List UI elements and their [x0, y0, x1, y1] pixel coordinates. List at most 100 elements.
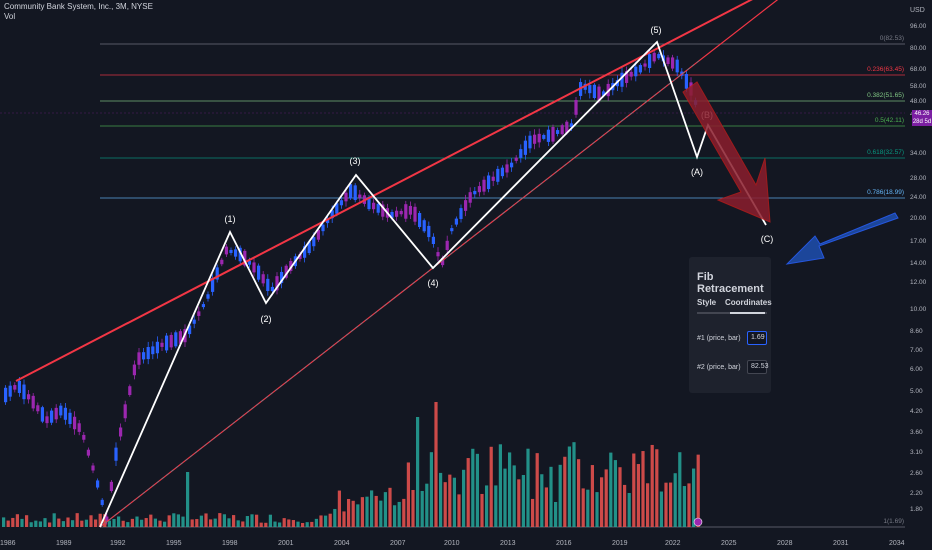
volume-bar — [549, 466, 553, 527]
candle-body — [307, 241, 311, 254]
candle-body — [63, 407, 67, 420]
volume-bar — [43, 518, 47, 527]
price-scale-label: 12.00 — [910, 279, 927, 286]
candle-body — [252, 262, 256, 273]
volume-bar — [15, 514, 19, 527]
candle-body — [59, 405, 63, 416]
volume-bar — [342, 511, 346, 527]
volume-bar — [636, 464, 640, 527]
point1-label: #1 (price, bar) — [697, 335, 741, 342]
volume-bar — [535, 453, 539, 527]
volume-bar — [291, 520, 295, 527]
candle-body — [620, 72, 624, 87]
symbol-title[interactable]: Community Bank System, Inc., 3M, NYSE — [4, 2, 153, 11]
volume-bar — [25, 515, 29, 527]
time-axis-label: 1992 — [110, 540, 126, 547]
last-price-countdown: 28d 5d — [912, 119, 932, 125]
candle-body — [496, 168, 500, 182]
volume-bar — [61, 521, 65, 527]
candle-body — [243, 250, 247, 266]
candle-body — [224, 246, 228, 255]
volume-bar — [75, 513, 79, 527]
blue-left-arrow — [785, 212, 899, 265]
candle-body — [151, 346, 155, 355]
volume-bar — [370, 490, 374, 527]
wave-label: (4) — [428, 278, 439, 288]
volume-bar — [94, 519, 98, 527]
candle-body — [155, 341, 159, 354]
volume-bar — [20, 518, 24, 527]
volume-bar — [641, 451, 645, 527]
candle-body — [100, 499, 104, 505]
price-scale-label: 34.00 — [910, 150, 927, 157]
volume-bar — [328, 513, 332, 527]
tab-active-indicator — [730, 312, 765, 314]
candle-body — [289, 261, 293, 271]
candle-body — [303, 246, 307, 258]
volume-bar — [172, 513, 176, 527]
fib-level-label: 0.618(32.57) — [867, 149, 904, 156]
candle-body — [77, 423, 81, 432]
candle-body — [22, 384, 26, 400]
volume-bar — [572, 442, 576, 527]
point2-price-input[interactable]: 82.53 — [747, 360, 769, 374]
candle-body — [82, 434, 86, 440]
point1-price-input[interactable]: 1.69 — [747, 331, 767, 345]
volume-bar — [374, 495, 378, 527]
volume-bar — [383, 492, 387, 527]
volume-bar — [494, 485, 498, 527]
candle-body — [565, 121, 569, 134]
tab-coordinates[interactable]: Coordinates — [725, 298, 772, 307]
volume-bar — [38, 521, 42, 527]
price-scale-label: 6.00 — [910, 366, 923, 373]
volume-label: Vol — [4, 12, 16, 21]
candle-body — [109, 481, 113, 491]
candle-body — [257, 265, 261, 280]
volume-bar — [531, 498, 535, 527]
volume-bar — [296, 521, 300, 527]
price-scale-label: 2.20 — [910, 490, 923, 497]
volume-bar — [558, 464, 562, 527]
candle-body — [128, 386, 132, 395]
candle-body — [45, 416, 49, 424]
price-scale-label: 10.00 — [910, 306, 927, 313]
candle-body — [514, 157, 518, 161]
candle-body — [395, 210, 399, 217]
volume-bar — [273, 521, 277, 527]
volume-bar — [130, 518, 134, 527]
price-scale-label: 48.00 — [910, 98, 927, 105]
fib-level-label: 0.236(63.45) — [867, 66, 904, 73]
volume-bar — [89, 515, 93, 527]
wave-label: (C) — [761, 234, 774, 244]
candle-body — [238, 247, 242, 262]
candle-body — [266, 278, 270, 292]
candle-body — [247, 260, 251, 265]
volume-bar — [98, 513, 102, 527]
price-scale-label: 3.10 — [910, 449, 923, 456]
volume-bar — [57, 518, 61, 527]
candle-body — [436, 252, 440, 257]
tab-style[interactable]: Style — [697, 298, 717, 307]
channel-upper-line — [15, 0, 753, 382]
fib-level-label: 0.786(18.99) — [867, 189, 904, 196]
candle-body — [40, 407, 44, 422]
volume-bar — [282, 518, 286, 527]
volume-bar — [255, 514, 259, 527]
candle-body — [169, 334, 173, 348]
volume-bar — [517, 479, 521, 527]
candle-body — [528, 135, 532, 149]
candle-body — [491, 176, 495, 181]
price-scale-label: 68.00 — [910, 66, 927, 73]
volume-bar — [692, 468, 696, 527]
candle-body — [335, 203, 339, 214]
candle-body — [358, 194, 362, 198]
volume-bar — [218, 513, 222, 527]
volume-bar — [186, 472, 190, 527]
candle-body — [450, 228, 454, 232]
volume-bar — [314, 518, 318, 527]
volume-bar — [563, 456, 567, 527]
candle-body — [123, 404, 127, 419]
candle-body — [652, 52, 656, 62]
